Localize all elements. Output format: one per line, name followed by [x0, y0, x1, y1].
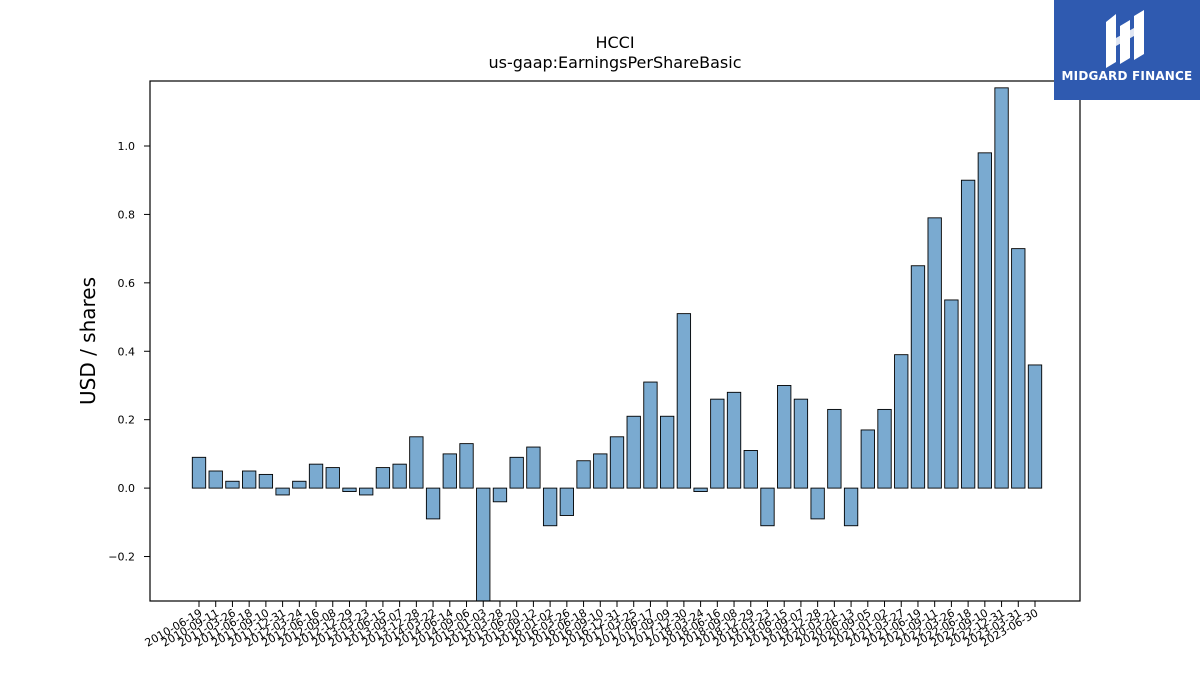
bar — [442, 453, 457, 489]
bar — [977, 152, 992, 489]
bar — [208, 470, 223, 489]
bar — [375, 467, 391, 489]
bar — [810, 487, 825, 520]
bar — [526, 446, 541, 489]
bar — [743, 450, 758, 489]
bar — [509, 456, 524, 489]
y-tick-label: 1.0 — [118, 140, 136, 153]
bar — [1011, 248, 1026, 489]
bars-layer — [191, 87, 1043, 602]
bar — [425, 487, 441, 520]
bar — [676, 313, 692, 489]
y-ticks: −0.2 0.0 0.2 0.4 0.6 0.8 1.0 — [108, 140, 150, 564]
bar — [325, 467, 340, 489]
bar — [359, 487, 374, 496]
bar — [843, 487, 859, 527]
bar — [860, 429, 875, 489]
bar — [944, 299, 959, 489]
bar — [927, 217, 942, 489]
bar — [710, 398, 725, 489]
bar — [275, 487, 290, 496]
bar — [994, 87, 1009, 489]
bar — [960, 179, 976, 489]
bar — [660, 415, 675, 489]
bar — [609, 436, 625, 489]
y-tick-label: 0.2 — [118, 414, 136, 427]
bar — [1027, 364, 1043, 489]
y-tick-label: −0.2 — [108, 551, 135, 564]
bar — [894, 354, 909, 489]
y-tick-label: 0.4 — [118, 345, 136, 358]
bar — [542, 487, 558, 527]
bar — [258, 473, 274, 489]
midgard-finance-logo: MIDGARD FINANCE — [1054, 0, 1200, 100]
y-tick-label: 0.8 — [118, 208, 136, 221]
bar — [308, 463, 324, 489]
bar — [492, 487, 508, 503]
logo-text: MIDGARD FINANCE — [1061, 69, 1193, 83]
y-tick-label: 0.0 — [118, 482, 136, 495]
bar — [409, 436, 424, 489]
bar — [242, 470, 257, 489]
bar — [593, 453, 608, 489]
bar — [292, 480, 307, 489]
bar — [191, 456, 207, 489]
bar — [827, 408, 842, 489]
bar — [392, 463, 407, 489]
plot-frame — [149, 80, 1081, 602]
bar — [459, 443, 474, 489]
bar — [225, 480, 240, 489]
bar — [476, 487, 491, 602]
bar — [576, 460, 591, 489]
bar — [626, 415, 641, 489]
y-tick-label: 0.6 — [118, 277, 136, 290]
bar — [726, 391, 742, 489]
bar — [342, 487, 357, 492]
y-axis-label: USD / shares — [76, 277, 100, 405]
bar — [777, 385, 792, 489]
bar — [559, 487, 574, 516]
x-ticks: 2010-06-192010-09-112011-03-262011-06-18… — [143, 601, 1041, 650]
midgard-logo-icon — [1106, 10, 1144, 68]
bar — [760, 487, 775, 527]
bar — [877, 408, 892, 489]
bar — [793, 398, 809, 489]
bar — [693, 487, 708, 492]
chart-subtitle: us-gaap:EarningsPerShareBasic — [488, 53, 741, 72]
bar — [910, 265, 926, 489]
bar — [643, 381, 658, 489]
chart-title: HCCI — [595, 33, 634, 52]
